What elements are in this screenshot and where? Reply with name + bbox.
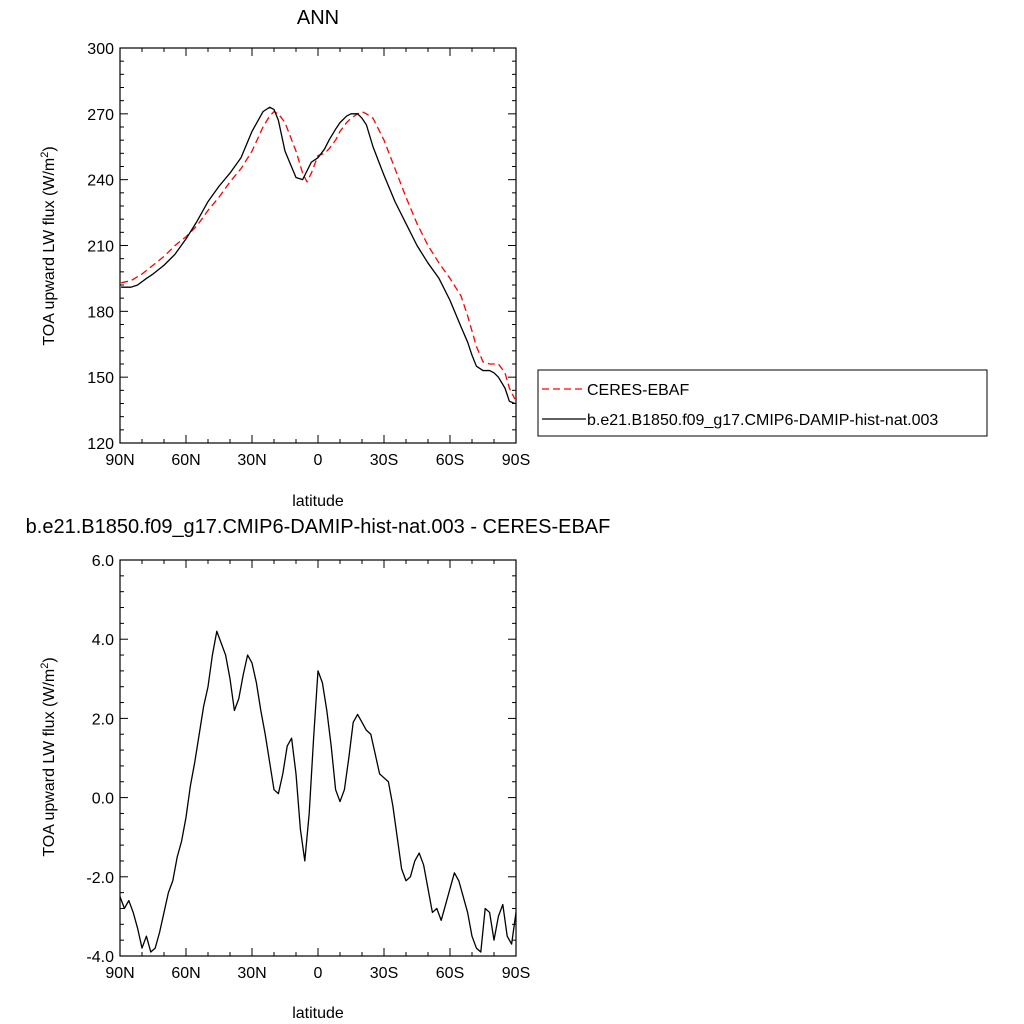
x-tick-label: 0 [314,965,323,982]
plot-frame [119,559,517,957]
y-tick-label: 240 [87,173,114,190]
series-line-1 [121,106,516,405]
svg-text:TOA upward LW flux (W/m2): TOA upward LW flux (W/m2) [39,146,58,345]
x-tick-label: 30N [237,965,266,982]
svg-text:TOA upward LW flux (W/m2): TOA upward LW flux (W/m2) [39,657,58,856]
plot-area: 90N 60N 30N 0 30S 60S 90S -4.0 -2.0 0.0 2.0 4.0 6.0 [86,553,530,982]
series-line-0 [120,630,516,953]
x-tick-label: 90N [105,452,134,469]
y-tick-label: 0.0 [92,791,114,808]
panel-bottom: b.e21.B1850.f09_g17.CMIP6-DAMIP-hist-nat… [26,516,611,1022]
x-tick-label: 60S [436,965,464,982]
chart-title: ANN [297,7,339,29]
legend-box [537,369,988,437]
y-tick-label: 300 [87,41,114,58]
x-tick-label: 30S [370,965,398,982]
series-line-0 [120,110,516,400]
x-tick-label: 90S [502,965,530,982]
x-tick-label: 30S [370,452,398,469]
x-tick-label: 90N [105,965,134,982]
y-tick-label: 6.0 [92,553,114,570]
y-tick-label: -2.0 [86,870,114,887]
x-tick-label: 60N [171,452,200,469]
legend-label-model: b.e21.B1850.f09_g17.CMIP6-DAMIP-hist-nat… [587,412,938,429]
x-tick-label: 60S [436,452,464,469]
y-tick-label: 150 [87,370,114,387]
y-tick-label: 270 [87,107,114,124]
x-tick-label: 60N [171,965,200,982]
legend: CERES-EBAF b.e21.B1850.f09_g17.CMIP6-DAM… [537,369,988,437]
y-tick-label: -4.0 [86,949,114,966]
chart-title: b.e21.B1850.f09_g17.CMIP6-DAMIP-hist-nat… [26,516,611,538]
plot-area: 90N 60N 30N 0 30S 60S 90S 120 150 180 210 240 270 300 [87,41,530,469]
x-tick-label: 90S [502,452,530,469]
y-axis-label: TOA upward LW flux (W/m2) [39,146,58,345]
legend-label-ceres: CERES-EBAF [587,382,689,399]
y-tick-label: 2.0 [92,711,114,728]
x-axis-label: latitude [292,1005,344,1022]
x-tick-label: 30N [237,452,266,469]
y-tick-label: 180 [87,304,114,321]
y-tick-label: 4.0 [92,632,114,649]
plot-frame [119,47,517,444]
y-tick-label: 210 [87,239,114,256]
x-axis-label: latitude [292,493,344,510]
panel-top: ANN TOA upward LW flux (W/m2) latitude 9… [39,7,530,510]
y-axis-label: TOA upward LW flux (W/m2) [39,657,58,856]
y-tick-label: 120 [87,436,114,453]
x-tick-label: 0 [314,452,323,469]
